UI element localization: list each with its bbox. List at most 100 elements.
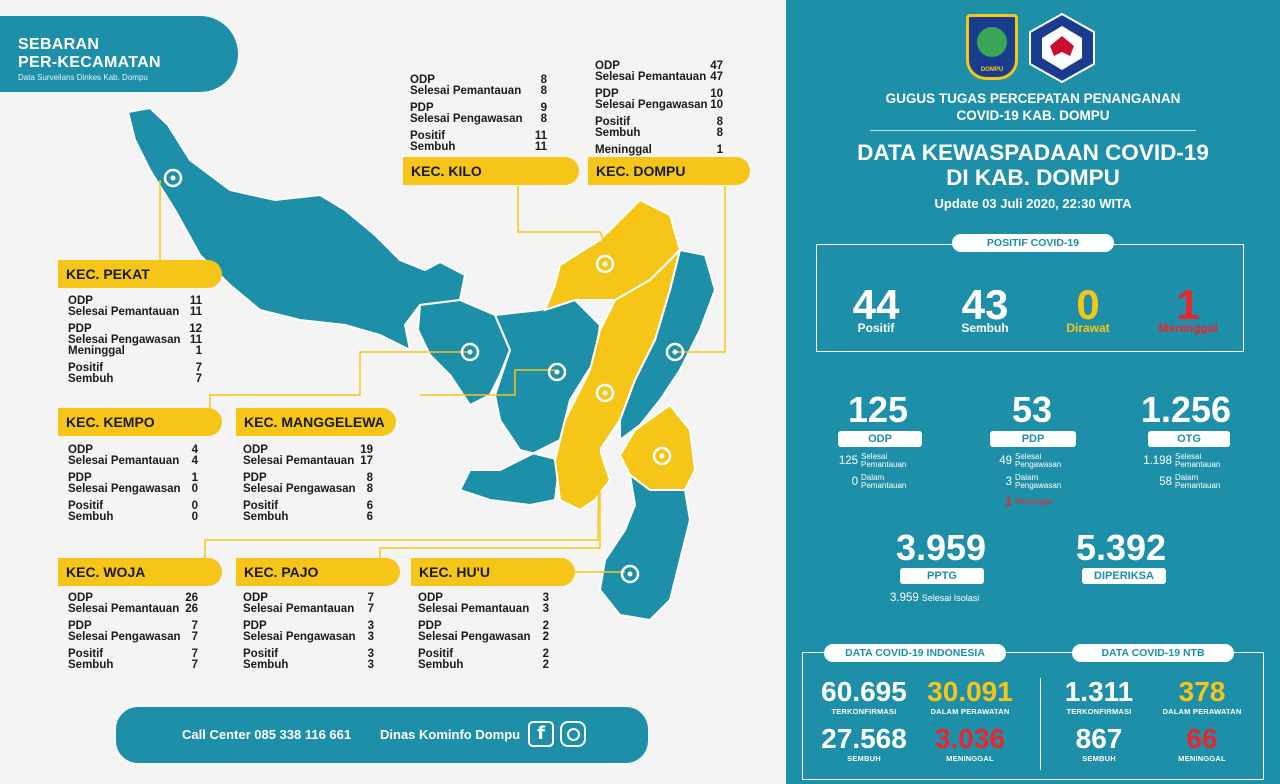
sembuh-label: Sembuh: [961, 321, 1009, 335]
pin-manggelewa-icon: [547, 362, 567, 382]
stat-label: Sembuh: [410, 141, 456, 153]
stat-label: PDP: [410, 102, 434, 114]
stat-label: Selesai Pengawasan: [68, 483, 181, 495]
stat-row: ODP 26: [68, 592, 198, 604]
stat-label: PDP: [68, 323, 92, 335]
stat-label: Sembuh: [243, 511, 289, 523]
odp-value: 125: [847, 389, 909, 430]
stat-value: 19: [360, 444, 373, 456]
pptg-value: 3.959: [895, 527, 987, 568]
stats-manggelewa: ODP 19 Selesai Pemantauan 17 PDP 8 Selesai Pen…: [243, 444, 373, 523]
logo-emblem-icon: [977, 27, 1007, 57]
indonesia-tag: DATA COVID-19 INDONESIA: [824, 644, 1006, 662]
stat-value: 9: [540, 102, 547, 114]
stat-row: Meninggal 1: [595, 144, 723, 156]
stat-label: Selesai Pemantauan: [418, 603, 530, 615]
stats-kilo: ODP 8 Selesai Pemantauan 8 PDP 9 Selesai Penga…: [410, 74, 547, 153]
stats-pajo: ODP 7 Selesai Pemantauan 7 PDP 3 Selesai Penga…: [243, 592, 374, 671]
stat-row: Selesai Pemantauan 11: [68, 306, 202, 318]
organization-name: GUGUS TUGAS PERCEPATAN PENANGANAN COVID-…: [885, 91, 1181, 123]
stat-value: 17: [360, 455, 373, 467]
stat-label: ODP: [595, 60, 620, 72]
stat-value: 8: [716, 116, 723, 128]
stat-value: 8: [540, 113, 547, 125]
stat-value: 12: [189, 323, 202, 335]
stat-label: ODP: [410, 74, 435, 86]
title-banner: [0, 16, 238, 92]
pin-pajo-icon: [665, 342, 685, 362]
stat-label: ODP: [243, 444, 268, 456]
ntb-terkonfirmasi: 1.311: [1064, 676, 1134, 707]
page-title: SEBARAN PER-KECAMATAN: [18, 36, 161, 71]
stat-label: PDP: [68, 620, 92, 632]
stat-row: Selesai Pemantauan 8: [410, 85, 547, 97]
stat-value: 8: [366, 472, 373, 484]
stat-row: Sembuh 2: [418, 659, 549, 671]
stat-label: Selesai Pemantauan: [68, 455, 180, 467]
stat-label: Positif: [68, 648, 104, 660]
connector-lines: [159, 180, 726, 573]
meninggal-label: Meninggal: [1158, 321, 1218, 335]
pdp-sub-0: 49 Selesai Pengawasan: [999, 452, 1062, 469]
stat-label: Selesai Pengawasan: [68, 631, 181, 643]
stat-label: Sembuh: [595, 127, 641, 139]
stat-row: Positif 7: [68, 648, 198, 660]
stat-value: 10: [710, 99, 723, 111]
stat-label: Positif: [68, 500, 104, 512]
stat-label: Selesai Pemantauan: [410, 85, 522, 97]
stat-row: Selesai Pemantauan 4: [68, 455, 198, 467]
dirawat-label: Dirawat: [1066, 321, 1110, 335]
pdp-value: 53: [1011, 389, 1053, 430]
stat-value: 3: [367, 659, 374, 671]
map-area: SEBARAN PER-KECAMATAN Data Surveilans Di…: [0, 16, 750, 763]
stat-value: 7: [367, 603, 374, 615]
pin-kempo-icon: [460, 342, 480, 362]
stat-label: Sembuh: [68, 511, 114, 523]
stat-value: 11: [189, 295, 202, 307]
stats-dompu: ODP 47 Selesai Pemantauan 47 PDP 10 Selesai Pe…: [595, 60, 723, 156]
stat-label: Positif: [243, 648, 279, 660]
id-meninggal-label: MENINGGAL: [946, 754, 994, 763]
otg-tag: OTG: [1148, 431, 1230, 447]
instagram-icon[interactable]: [560, 721, 586, 747]
odp-sub-0: 125 Selesai Pemantauan: [838, 452, 907, 469]
stat-value: 2: [542, 648, 549, 660]
facebook-icon[interactable]: f: [528, 721, 554, 747]
stat-row: Selesai Pemantauan 47: [595, 71, 723, 83]
stat-value: 0: [191, 483, 198, 495]
stat-label: Positif: [243, 500, 279, 512]
label-dompu: KEC. DOMPU: [588, 157, 750, 185]
stats-woja: ODP 26 Selesai Pemantauan 26 PDP 7 Selesai Pen…: [68, 592, 198, 671]
stat-row: ODP 4: [68, 444, 198, 456]
district-map: [126, 106, 726, 622]
label-kempo: KEC. KEMPO: [58, 408, 222, 436]
logo-text: DOMPU: [980, 67, 1004, 73]
stat-label: Sembuh: [243, 659, 289, 671]
update-time: Update 03 Juli 2020, 22:30 WITA: [934, 196, 1132, 211]
stat-value: 7: [195, 373, 202, 385]
id-perawatan: 30.091: [927, 676, 1013, 707]
stat-row: Selesai Pengawasan 3: [243, 631, 374, 643]
stat-label: Meninggal: [595, 144, 652, 156]
stat-label: Sembuh: [68, 373, 114, 385]
pin-woja-icon: [652, 446, 672, 466]
stat-value: 7: [191, 620, 198, 632]
positif-tag: POSITIF COVID-19: [952, 234, 1114, 252]
stat-label: Selesai Pengawasan: [68, 334, 181, 346]
region-huu: [598, 472, 692, 622]
positif-value: 44: [852, 281, 900, 328]
stat-label: ODP: [68, 295, 93, 307]
stat-row: Selesai Pengawasan 8: [243, 483, 373, 495]
stat-value: 1: [195, 345, 202, 357]
stat-value: 47: [710, 71, 723, 83]
pdp-tag: PDP: [990, 431, 1076, 447]
id-perawatan-label: DALAM PERAWATAN: [930, 707, 1010, 716]
stat-row: Sembuh 11: [410, 141, 547, 153]
odp-sub-1: 0 Dalam Pemantauan: [851, 473, 907, 490]
positif-label: Positif: [857, 321, 895, 335]
stat-value: 3: [367, 620, 374, 632]
stat-row: Selesai Pengawasan 0: [68, 483, 198, 495]
pdp-sub-2: 1 Meninggal: [1004, 494, 1052, 509]
stat-row: Selesai Pemantauan 17: [243, 455, 373, 467]
stat-row: Sembuh 6: [243, 511, 373, 523]
